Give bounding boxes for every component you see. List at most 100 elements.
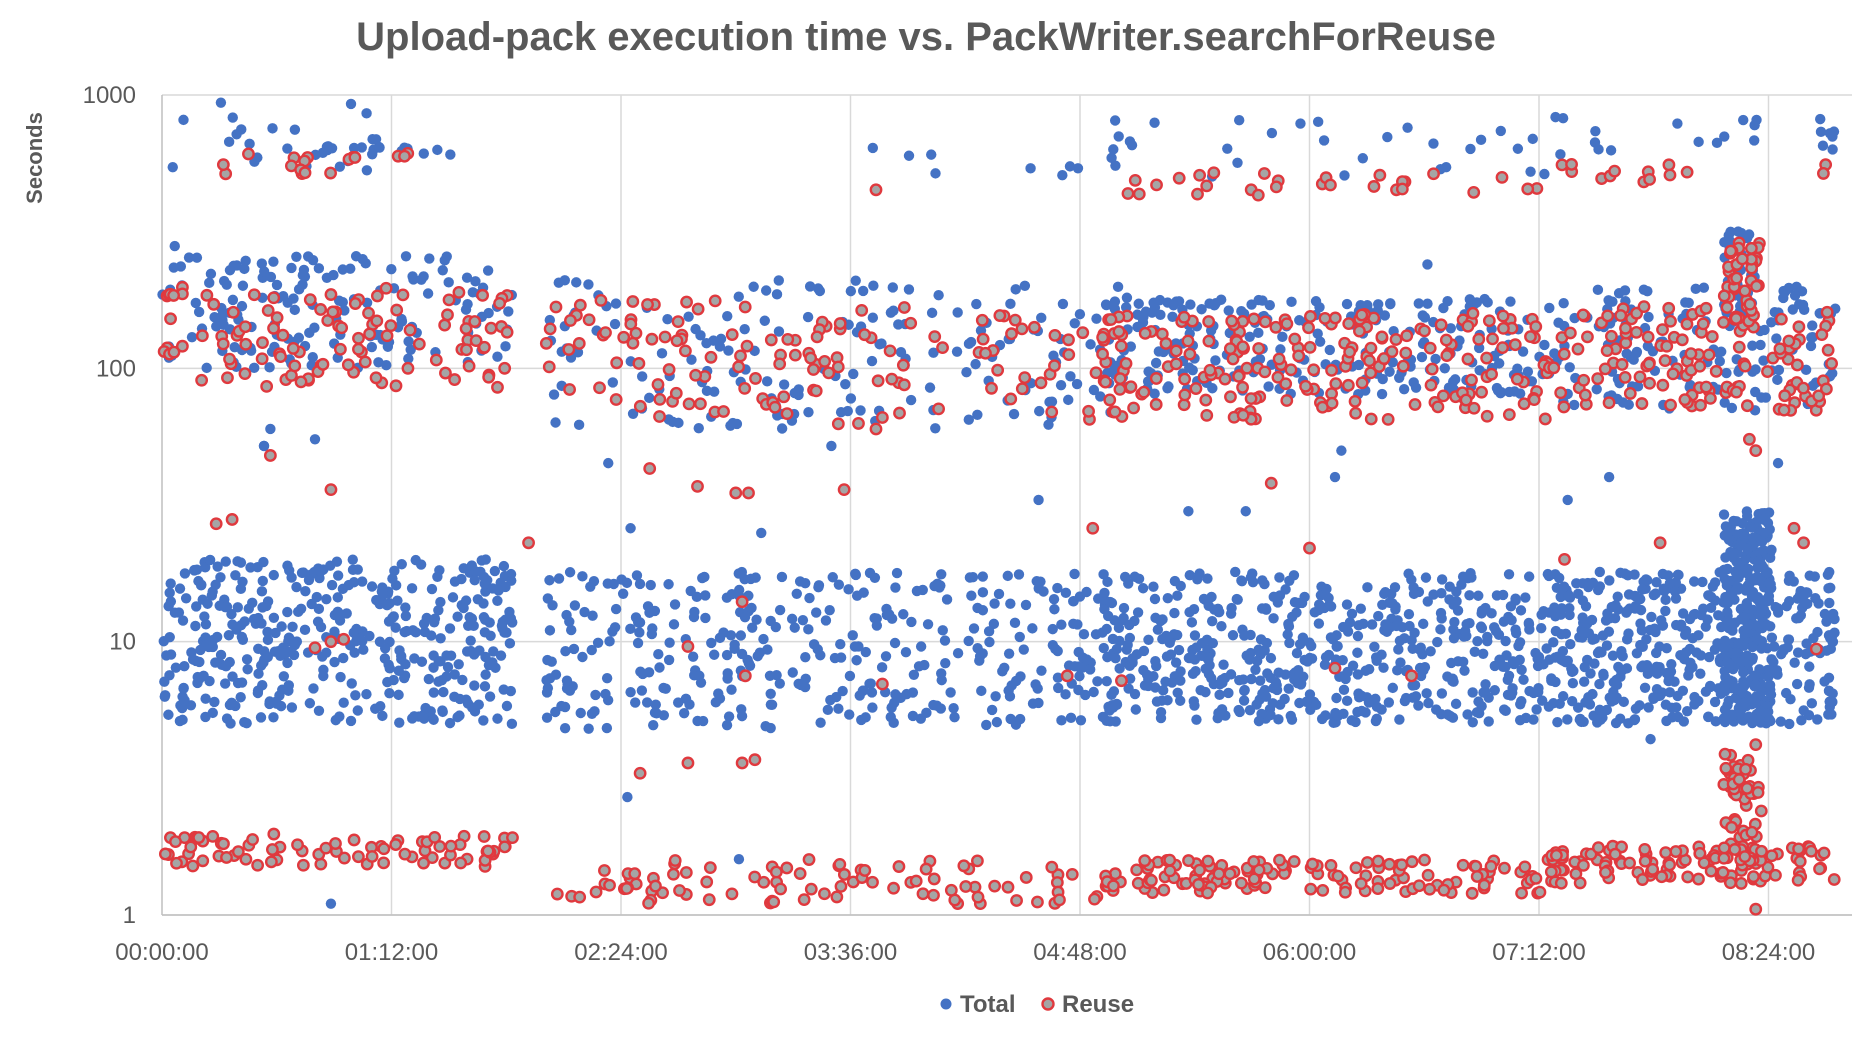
reuse-point: [192, 831, 206, 844]
total-point: [307, 351, 318, 363]
reuse-point: [834, 879, 848, 893]
total-point: [1207, 638, 1219, 649]
total-point: [1459, 665, 1470, 676]
total-point: [1804, 679, 1815, 690]
total-point: [1719, 397, 1730, 408]
total-point: [1595, 714, 1606, 725]
total-point: [1804, 661, 1815, 672]
total-point: [361, 108, 372, 119]
total-point: [242, 664, 253, 675]
total-point: [347, 554, 358, 565]
total-point: [1155, 309, 1166, 321]
total-point: [1566, 696, 1578, 707]
total-point: [1491, 590, 1503, 601]
total-point: [1754, 664, 1765, 675]
total-point: [1106, 152, 1117, 164]
total-point: [227, 112, 238, 123]
total-point: [452, 611, 463, 622]
total-point: [267, 123, 278, 134]
total-point: [1616, 646, 1627, 657]
total-point: [1791, 678, 1803, 690]
total-point: [348, 142, 360, 154]
total-point: [1036, 312, 1047, 324]
reuse-point: [1302, 321, 1315, 335]
total-point: [1384, 366, 1395, 377]
total-point: [1635, 618, 1646, 629]
reuse-point: [226, 305, 240, 319]
total-point: [907, 687, 919, 698]
total-point: [248, 362, 260, 374]
reuse-point: [1436, 389, 1450, 403]
total-point: [1436, 574, 1448, 585]
total-point: [1377, 373, 1388, 385]
reuse-point: [1692, 872, 1705, 886]
reuse-point: [572, 337, 586, 350]
reuse-point: [469, 334, 483, 348]
total-point: [1060, 689, 1071, 700]
reuse-point: [1600, 344, 1614, 358]
total-point: [1651, 577, 1662, 588]
reuse-point: [1367, 180, 1381, 193]
total-point: [1544, 302, 1555, 314]
total-point: [1617, 665, 1628, 676]
total-point: [656, 348, 668, 359]
reuse-point: [1385, 345, 1399, 359]
total-point: [291, 251, 302, 262]
total-point: [271, 279, 283, 291]
total-point: [786, 613, 798, 625]
total-point: [358, 644, 369, 655]
total-point: [1489, 685, 1500, 696]
total-point: [1251, 699, 1262, 710]
reuse-point: [679, 866, 693, 879]
total-point: [1422, 596, 1433, 607]
total-point: [1514, 714, 1526, 726]
total-point: [1719, 686, 1731, 697]
total-point: [1585, 668, 1596, 679]
total-point: [1143, 634, 1154, 645]
total-point: [1789, 657, 1800, 668]
total-point: [1352, 706, 1363, 718]
reuse-point: [506, 831, 519, 845]
total-point: [604, 636, 615, 647]
total-point: [835, 407, 847, 418]
total-point: [190, 297, 202, 309]
reuse-point: [324, 483, 338, 497]
total-point: [1402, 122, 1413, 133]
total-point: [374, 598, 385, 610]
reuse-point: [1792, 842, 1805, 856]
total-point: [906, 616, 917, 628]
total-point: [403, 353, 414, 364]
reuse-point: [1328, 311, 1342, 325]
total-point: [1056, 619, 1067, 630]
total-point: [601, 672, 613, 684]
total-point: [1416, 351, 1428, 363]
total-point: [664, 637, 675, 648]
total-point: [602, 578, 613, 589]
total-point: [1791, 281, 1802, 293]
total-point: [1718, 564, 1730, 576]
total-point: [426, 583, 438, 595]
reuse-point: [738, 382, 752, 395]
total-point: [441, 671, 452, 682]
total-point: [1725, 660, 1736, 671]
total-point: [1659, 585, 1670, 597]
total-point: [544, 575, 555, 586]
total-point: [252, 562, 263, 573]
total-point: [258, 440, 270, 452]
reuse-point: [681, 640, 695, 653]
total-point: [1660, 594, 1671, 606]
total-point: [690, 323, 701, 335]
reuse-point: [441, 308, 454, 322]
total-point: [1823, 709, 1834, 720]
total-point: [1813, 598, 1824, 609]
reuse-point: [682, 397, 696, 411]
reuse-point: [1747, 870, 1760, 884]
total-point: [1688, 609, 1700, 620]
total-point: [625, 623, 636, 635]
total-point: [1210, 355, 1221, 366]
reuse-point: [1477, 878, 1491, 892]
total-point: [895, 346, 907, 358]
total-point: [286, 702, 298, 713]
total-point: [802, 311, 814, 323]
